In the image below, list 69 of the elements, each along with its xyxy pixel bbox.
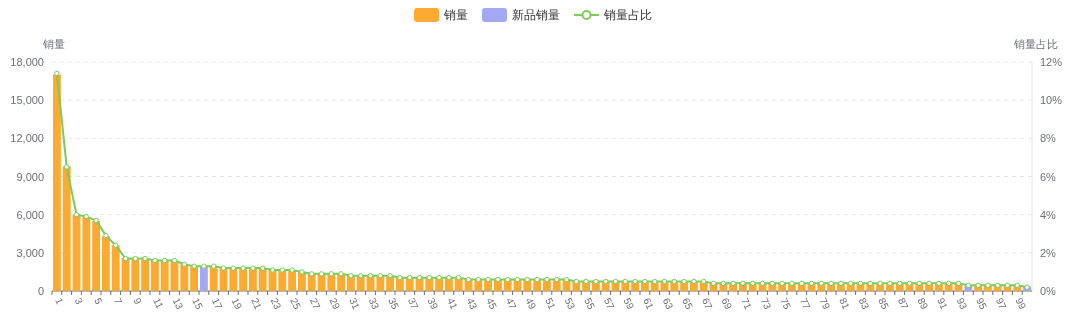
y-tick-label: 15,000 bbox=[10, 94, 44, 107]
y2-axis-title: 销量占比 bbox=[1013, 38, 1058, 50]
y-tick-label: 18,000 bbox=[10, 56, 44, 68]
y-tick-label: 3,000 bbox=[16, 246, 44, 259]
x-tick-label: 21 bbox=[249, 296, 264, 312]
x-tick-label: 99 bbox=[1013, 296, 1029, 312]
x-tick-label: 87 bbox=[895, 296, 911, 312]
legend-label: 新品销量 bbox=[512, 8, 560, 22]
x-tick-label: 31 bbox=[347, 296, 362, 312]
x-tick-label: 69 bbox=[719, 296, 735, 312]
x-tick-label: 89 bbox=[915, 296, 931, 312]
x-tick-label: 61 bbox=[641, 296, 656, 312]
x-tick-label: 9 bbox=[131, 296, 144, 307]
x-tick-label: 3 bbox=[72, 296, 86, 307]
x-tick-label: 25 bbox=[288, 296, 304, 312]
x-tick-label: 39 bbox=[425, 296, 441, 312]
x-tick-label: 71 bbox=[739, 296, 754, 312]
x-tick-label: 95 bbox=[974, 296, 990, 312]
x-tick-label: 11 bbox=[151, 296, 166, 311]
legend-label: 销量 bbox=[443, 8, 468, 22]
y-axis-title: 销量 bbox=[42, 38, 65, 50]
y-tick-label: 12,000 bbox=[10, 132, 44, 145]
y2-tick-label: 8% bbox=[1040, 132, 1057, 145]
y-tick-label: 9,000 bbox=[16, 170, 44, 183]
x-tick-label: 29 bbox=[327, 296, 343, 312]
x-tick-label: 51 bbox=[543, 296, 558, 312]
x-tick-label: 67 bbox=[699, 296, 715, 312]
x-tick-label: 59 bbox=[621, 296, 637, 312]
x-tick-label: 19 bbox=[229, 296, 245, 312]
x-tick-label: 15 bbox=[190, 296, 206, 312]
x-tick-label: 57 bbox=[601, 296, 617, 312]
y2-tick-label: 0% bbox=[1040, 285, 1057, 297]
y2-tick-label: 12% bbox=[1040, 56, 1063, 68]
x-tick-label: 23 bbox=[268, 296, 284, 312]
x-tick-label: 55 bbox=[582, 296, 598, 312]
x-tick-label: 53 bbox=[562, 296, 578, 312]
x-tick-label: 7 bbox=[111, 296, 125, 307]
x-tick-label: 83 bbox=[856, 296, 872, 312]
legend-label: 销量占比 bbox=[603, 8, 652, 22]
x-tick-label: 75 bbox=[778, 296, 794, 312]
x-tick-label: 27 bbox=[307, 296, 323, 312]
y2-tick-label: 4% bbox=[1040, 208, 1057, 221]
x-tick-label: 33 bbox=[366, 296, 382, 312]
x-tick-label: 85 bbox=[876, 296, 892, 312]
x-tick-label: 77 bbox=[797, 296, 813, 312]
x-tick-label: 35 bbox=[386, 296, 402, 312]
x-tick-label: 97 bbox=[993, 296, 1009, 312]
x-tick-label: 5 bbox=[92, 296, 105, 307]
x-tick-label: 63 bbox=[660, 296, 676, 312]
x-tick-label: 79 bbox=[817, 296, 833, 312]
y2-tick-label: 6% bbox=[1040, 170, 1057, 183]
x-tick-label: 81 bbox=[837, 296, 852, 312]
y-tick-label: 6,000 bbox=[16, 208, 44, 221]
x-tick-label: 47 bbox=[503, 296, 519, 312]
y2-tick-label: 10% bbox=[1040, 94, 1063, 107]
x-tick-label: 73 bbox=[758, 296, 774, 312]
x-tick-label: 17 bbox=[209, 296, 225, 312]
y-tick-label: 0 bbox=[37, 285, 44, 297]
x-tick-label: 65 bbox=[680, 296, 696, 312]
x-tick-label: 93 bbox=[954, 296, 970, 312]
x-tick-label: 41 bbox=[445, 296, 460, 312]
x-tick-label: 43 bbox=[464, 296, 480, 312]
x-tick-label: 91 bbox=[935, 296, 950, 312]
x-tick-label: 13 bbox=[170, 296, 186, 312]
y2-tick-label: 2% bbox=[1040, 246, 1057, 259]
x-tick-label: 1 bbox=[53, 296, 66, 307]
x-tick-label: 49 bbox=[523, 296, 539, 312]
x-tick-label: 45 bbox=[484, 296, 500, 312]
x-tick-label: 37 bbox=[405, 296, 421, 312]
